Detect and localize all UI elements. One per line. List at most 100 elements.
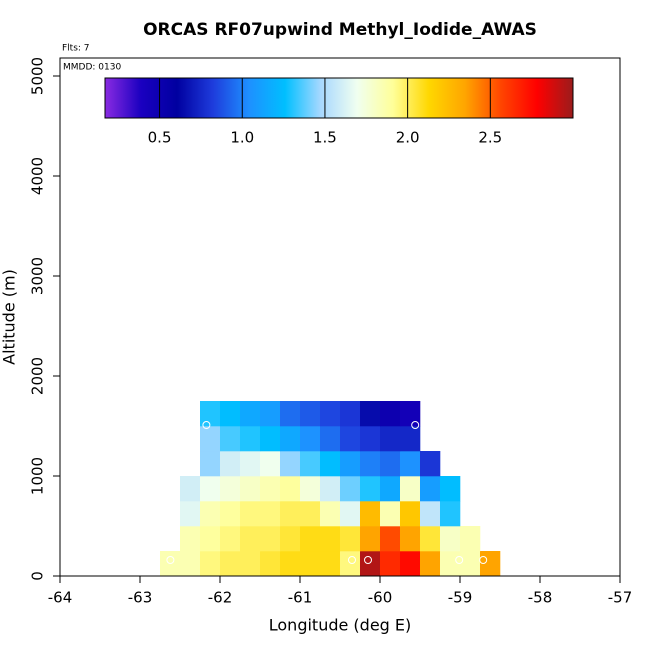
heatmap-cell [320, 451, 341, 477]
x-tick-label: -62 [208, 589, 233, 607]
heatmap-cell [260, 551, 281, 577]
heatmap-cell [220, 426, 241, 452]
heatmap-cell [200, 476, 221, 502]
heatmap-cell [200, 526, 221, 552]
heatmap-cell [420, 526, 441, 552]
heatmap-cell [260, 451, 281, 477]
heatmap-cell [220, 551, 241, 577]
heatmap-cell [260, 476, 281, 502]
heatmap-cell [180, 526, 201, 552]
subtitle: Flts: 7 [62, 44, 90, 54]
y-tick-label: 1000 [29, 457, 47, 495]
y-tick-label: 4000 [29, 157, 47, 195]
colorbar [104, 77, 574, 119]
heatmap-cell [360, 401, 381, 427]
heatmap-cell [280, 426, 301, 452]
y-tick-label: 0 [29, 571, 47, 581]
heatmap-cell [360, 426, 381, 452]
heatmap-cell [220, 526, 241, 552]
heatmap-cell [200, 551, 221, 577]
heatmap-cell [400, 451, 421, 477]
heatmap-cell [360, 476, 381, 502]
heatmap-cell [460, 526, 481, 552]
heatmap-cell [180, 551, 201, 577]
heatmap-cell [340, 526, 361, 552]
heatmap-cell [280, 401, 301, 427]
heatmap-cell [280, 476, 301, 502]
heatmap-cell [340, 426, 361, 452]
y-axis-label: Altitude (m) [0, 269, 19, 365]
x-tick-label: -57 [608, 589, 633, 607]
heatmap-cell [240, 476, 261, 502]
heatmap-cell [240, 426, 261, 452]
colorbar-tick-label: 1.0 [230, 129, 254, 147]
heatmap-cell [200, 401, 221, 427]
colorbar-tick-label: 1.5 [313, 129, 337, 147]
data-point [348, 556, 356, 564]
heatmap-cell [320, 426, 341, 452]
heatmap-cell [360, 526, 381, 552]
heatmap-cell [360, 551, 381, 577]
heatmap-cell [320, 551, 341, 577]
heatmap-cell [440, 476, 461, 502]
heatmap-cell [340, 401, 361, 427]
heatmap-cell [260, 526, 281, 552]
heatmap-cell [340, 476, 361, 502]
annotation: MMDD: 0130 [63, 63, 121, 73]
heatmap-cell [420, 501, 441, 527]
heatmap-cell [180, 501, 201, 527]
heatmap-cell [320, 501, 341, 527]
heatmap-cell [340, 451, 361, 477]
heatmap-cell [400, 501, 421, 527]
heatmap-cell [380, 451, 401, 477]
heatmap-cell [240, 551, 261, 577]
heatmap-cell [420, 551, 441, 577]
heatmap-cell [180, 476, 201, 502]
y-tick-label: 5000 [29, 57, 47, 95]
colorbar-tick-label: 2.0 [396, 129, 420, 147]
y-tick-label: 2000 [29, 357, 47, 395]
heatmap-cell [280, 526, 301, 552]
colorbar-tick-label: 2.5 [478, 129, 502, 147]
heatmap-cell [380, 401, 401, 427]
heatmap-cell [280, 501, 301, 527]
heatmap-cell [380, 501, 401, 527]
heatmap-cell [220, 401, 241, 427]
heatmap-cell [380, 551, 401, 577]
heatmap-cell [280, 551, 301, 577]
chart-title: ORCAS RF07upwind Methyl_Iodide_AWAS [143, 20, 537, 40]
heatmap-cell [340, 551, 361, 577]
heatmap-cell [220, 501, 241, 527]
heatmap-cell [420, 451, 441, 477]
x-tick-label: -61 [288, 589, 313, 607]
heatmap-cell [460, 551, 481, 577]
heatmap-cell [300, 476, 321, 502]
heatmap-cell [400, 526, 421, 552]
x-tick-label: -59 [448, 589, 473, 607]
heatmap-cell [260, 501, 281, 527]
data-point [455, 556, 464, 564]
heatmap-cell [300, 401, 321, 427]
heatmap-cell [380, 476, 401, 502]
heatmap-cell [240, 401, 261, 427]
heatmap-cell [240, 501, 261, 527]
heatmap-cell [320, 476, 341, 502]
heatmap-cell [400, 551, 421, 577]
heatmap-cell [400, 426, 421, 452]
data-point [411, 421, 420, 429]
heatmap-cell [220, 451, 241, 477]
heatmap-cell [380, 426, 401, 452]
x-tick-label: -64 [48, 589, 73, 607]
heatmap-cell [320, 401, 341, 427]
data-point [202, 421, 211, 429]
heatmap-cell [420, 476, 441, 502]
data-point [364, 556, 372, 564]
heatmap-cell [440, 551, 461, 577]
heatmap-cell [280, 451, 301, 477]
heatmap-cell [200, 426, 221, 452]
data-point [166, 556, 175, 564]
heatmap-cell [200, 501, 221, 527]
colorbar-tick-label: 0.5 [148, 129, 172, 147]
heatmap-cell [360, 501, 381, 527]
